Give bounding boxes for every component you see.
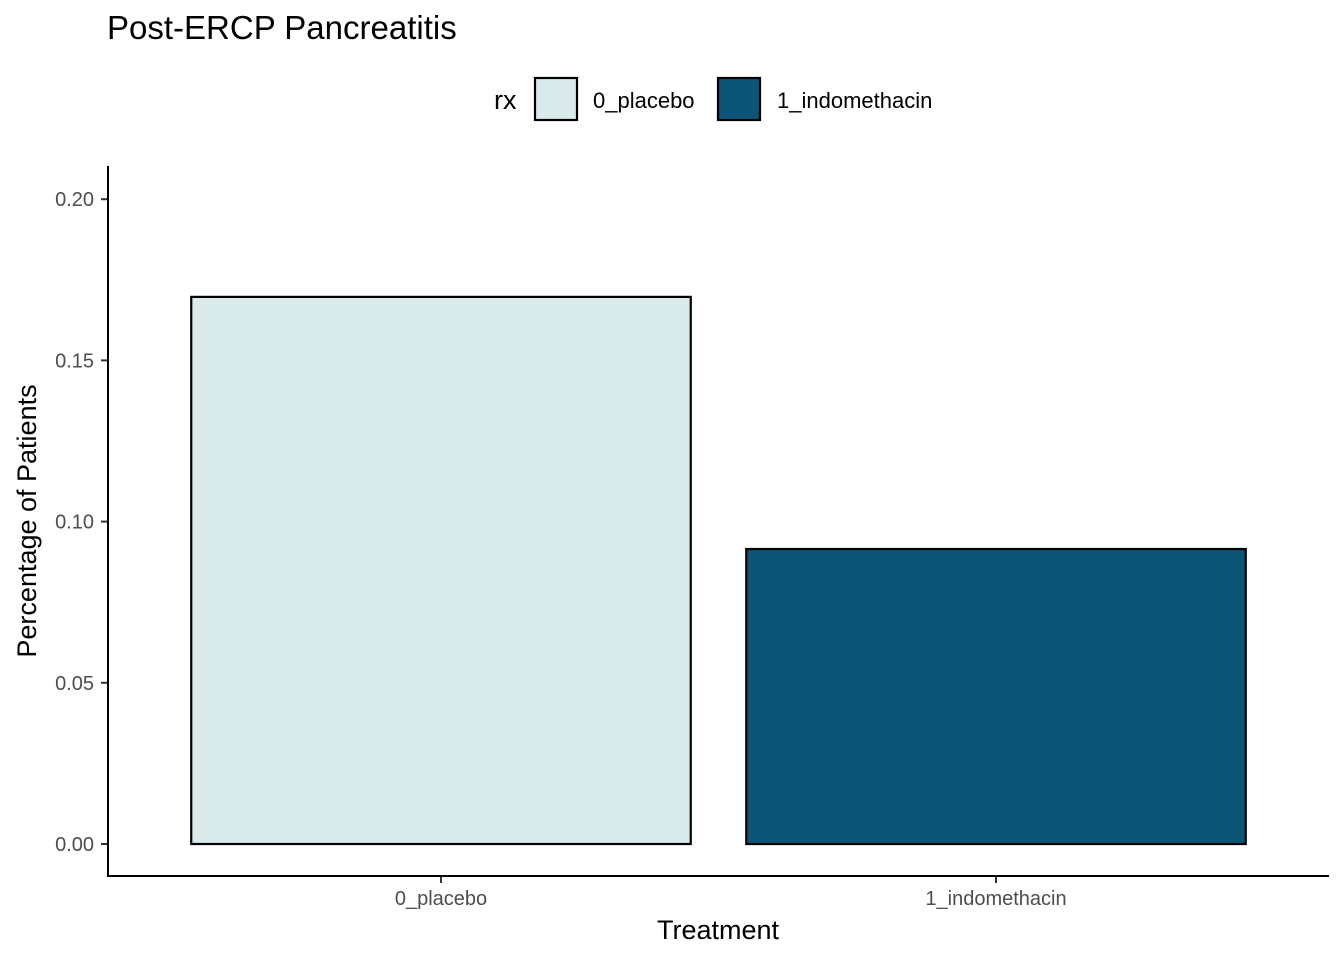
y-axis-title: Percentage of Patients: [12, 384, 42, 657]
legend-key-indomethacin: [716, 76, 762, 122]
y-tick-label: 0.20: [55, 189, 94, 211]
legend-key-placebo: [533, 76, 579, 122]
y-tick-label: 0.15: [55, 350, 94, 372]
bar-0_placebo: [190, 295, 692, 846]
legend-label-indomethacin: 1_indomethacin: [777, 88, 932, 113]
plot-area: 0.00 0.05 0.10 0.15 0.20 0_placebo 1_indometha…: [55, 189, 1247, 910]
y-tick-label: 0.10: [55, 512, 94, 534]
x-axis-title: Treatment: [657, 915, 780, 945]
legend-label-placebo: 0_placebo: [593, 88, 695, 113]
chart-title: Post-ERCP Pancreatitis: [107, 9, 457, 46]
y-tick-label: 0.00: [55, 834, 94, 856]
x-tick-label: 1_indomethacin: [925, 888, 1066, 910]
legend: rx 0_placebo 1_indomethacin: [494, 76, 932, 122]
x-tick-label: 0_placebo: [395, 888, 487, 910]
legend-title: rx: [494, 85, 517, 115]
bar-1_indomethacin: [745, 547, 1247, 846]
y-tick-label: 0.05: [55, 673, 94, 695]
